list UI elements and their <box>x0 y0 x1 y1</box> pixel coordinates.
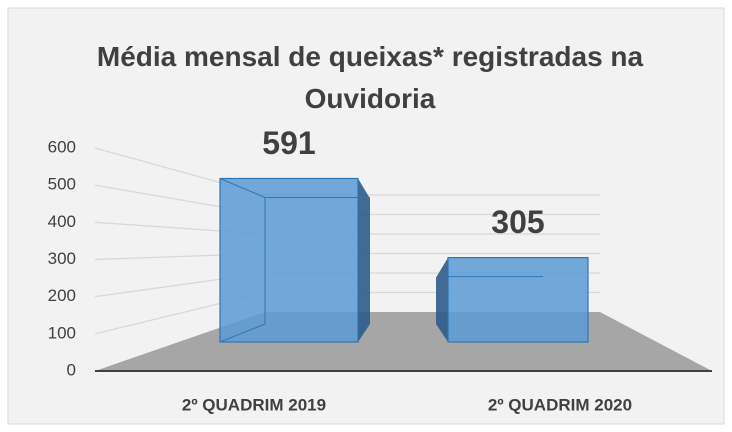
bar-face <box>219 323 266 343</box>
bar-face <box>219 177 359 343</box>
y-tick-label: 400 <box>48 212 76 231</box>
y-tick-label: 600 <box>48 137 76 156</box>
bar-face <box>358 178 370 342</box>
bar <box>436 257 589 343</box>
bar-face <box>447 257 589 343</box>
y-tick-label: 100 <box>48 323 76 342</box>
y-tick-label: 200 <box>48 286 76 305</box>
bar-face <box>436 257 448 342</box>
chart-title: Média mensal de queixas* registradas na … <box>96 41 644 114</box>
y-tick-label: 500 <box>48 175 76 194</box>
x-tick-label: 2º QUADRIM 2020 <box>488 395 632 414</box>
x-tick-label: 2º QUADRIM 2019 <box>182 395 326 414</box>
data-label: 591 <box>262 125 315 161</box>
y-tick-label: 300 <box>48 249 76 268</box>
bar-face <box>219 178 266 198</box>
bar <box>219 177 370 343</box>
data-label: 305 <box>491 204 544 240</box>
y-tick-label: 0 <box>67 360 76 379</box>
